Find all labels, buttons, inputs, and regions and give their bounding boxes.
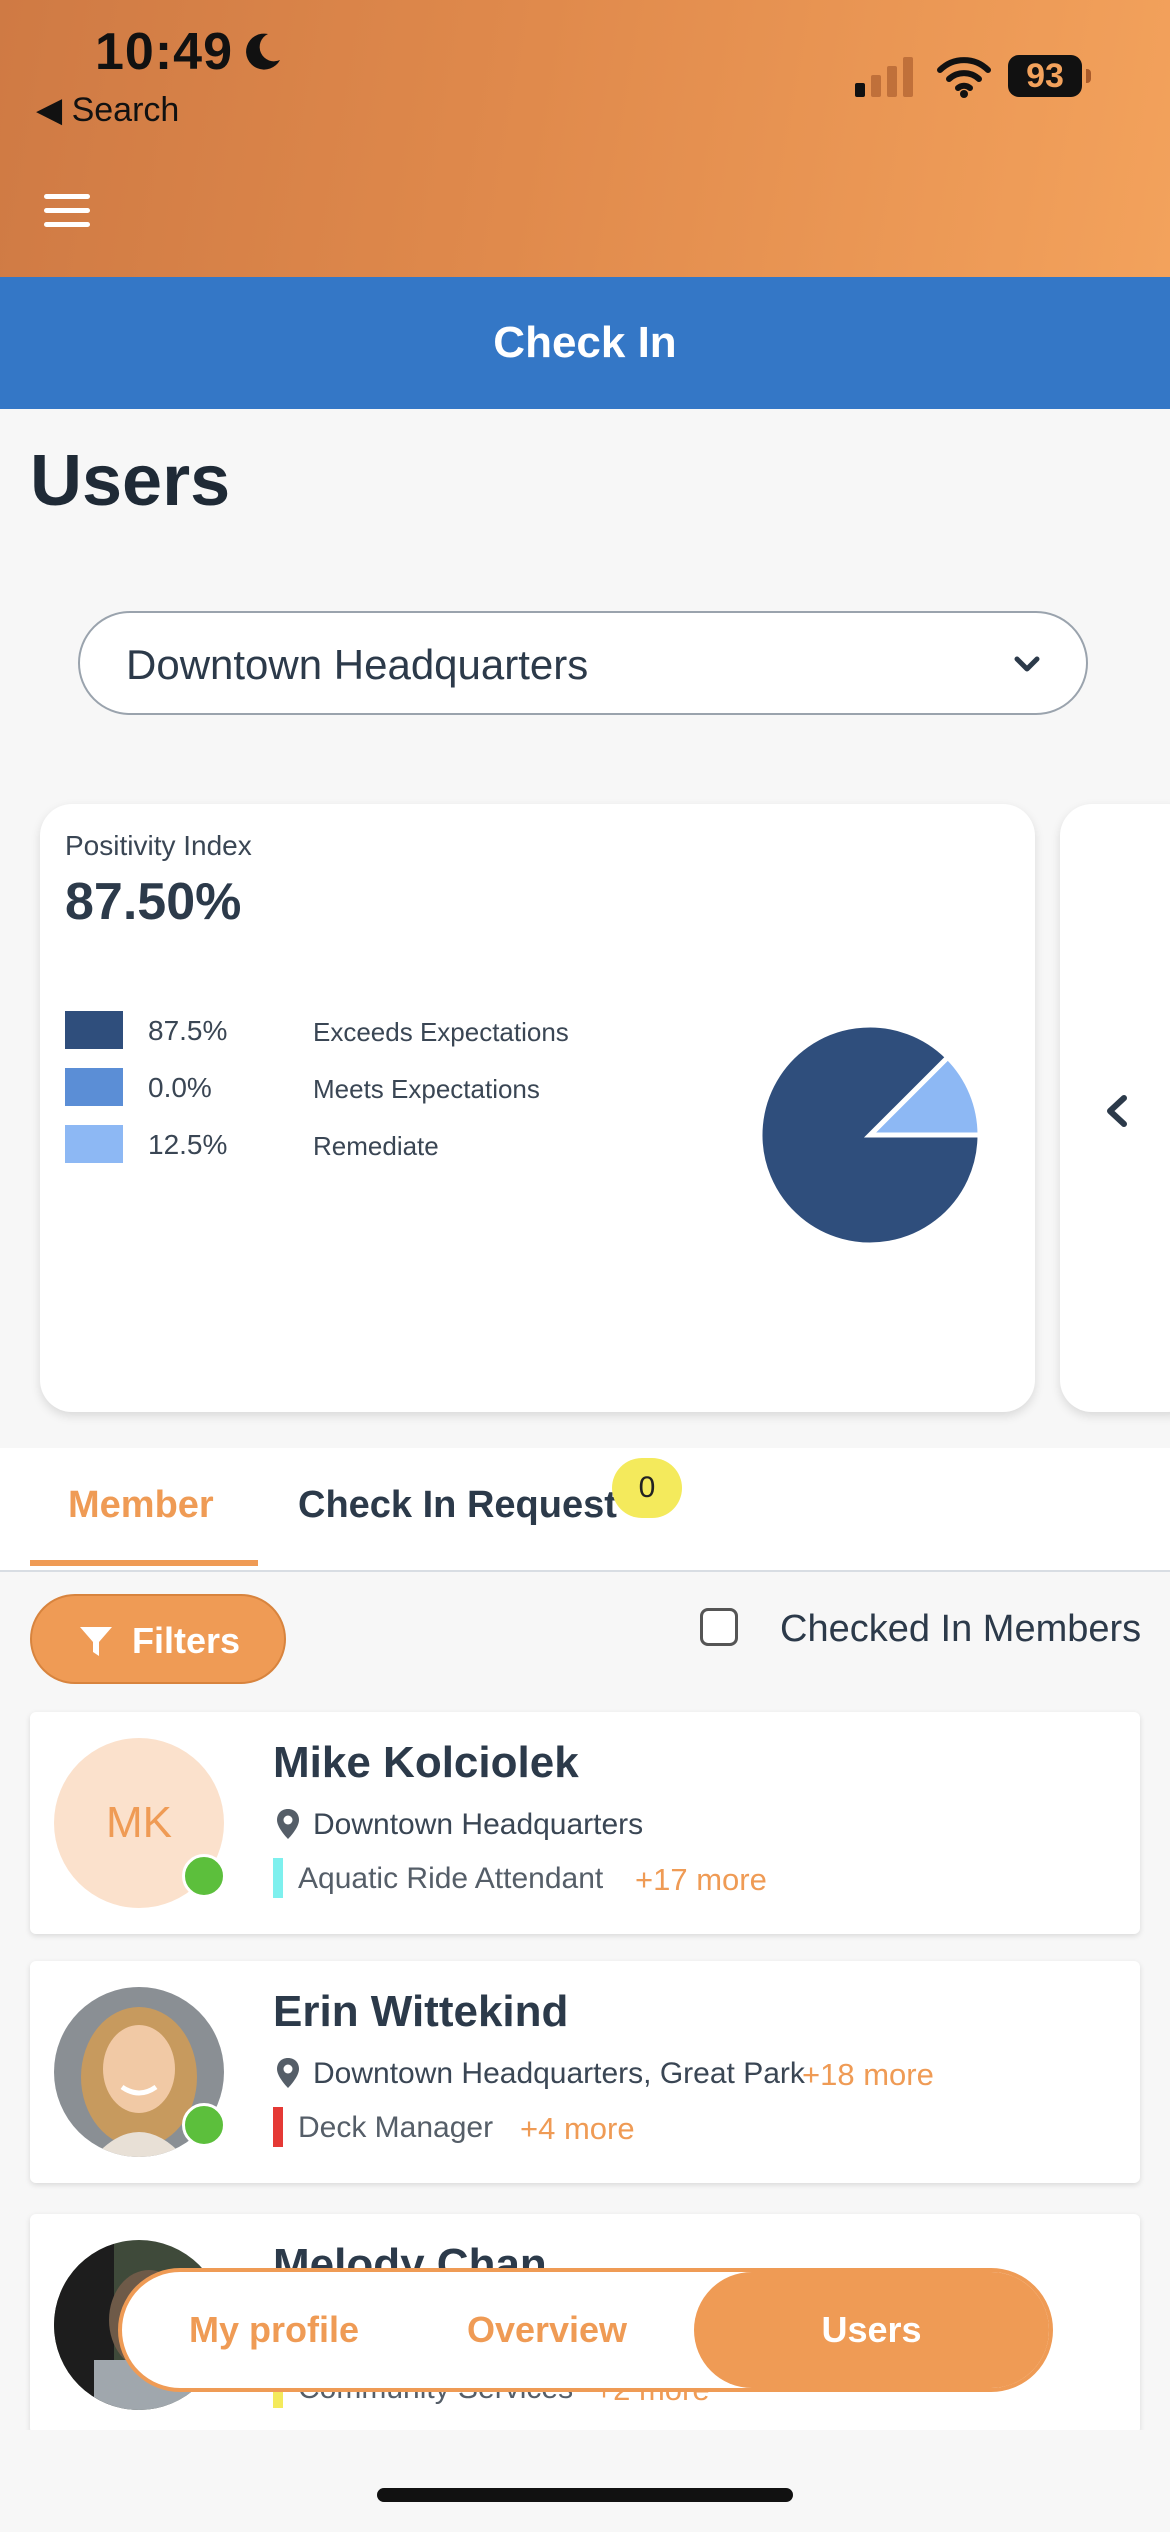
user-role: Aquatic Ride Attendant xyxy=(298,1862,604,1895)
role-more-link[interactable]: +4 more xyxy=(520,2111,635,2146)
legend-swatch xyxy=(65,1125,123,1163)
status-time: 10:49 xyxy=(95,23,233,81)
chevron-down-icon xyxy=(1014,656,1040,672)
location-select-value: Downtown Headquarters xyxy=(126,641,589,688)
legend-name: Meets Expectations xyxy=(313,1074,540,1104)
filters-button[interactable]: Filters xyxy=(30,1594,286,1684)
moon-icon xyxy=(246,33,280,70)
home-indicator xyxy=(377,2488,793,2502)
battery-nub xyxy=(1086,69,1091,83)
location-select[interactable]: Downtown Headquarters xyxy=(78,611,1088,715)
positivity-pie-chart xyxy=(757,1022,983,1248)
hamburger-menu-icon[interactable] xyxy=(44,194,90,227)
avatar-initials: MK xyxy=(106,1798,172,1847)
legend-item: 12.5% Remediate xyxy=(65,1125,665,1165)
user-card[interactable]: MK Mike Kolciolek Downtown Headquarters … xyxy=(30,1712,1140,1934)
legend-swatch xyxy=(65,1011,123,1049)
wifi-icon xyxy=(937,57,991,98)
user-location: Downtown Headquarters, Great Park xyxy=(313,2057,805,2090)
section-title-bar: Check In xyxy=(0,277,1170,409)
location-pin-icon xyxy=(277,1809,299,1839)
pie-slice-exceeds-expectations xyxy=(757,1022,983,1248)
role-more-link[interactable]: +17 more xyxy=(635,1862,767,1897)
nav-users[interactable]: Users xyxy=(694,2272,1049,2388)
tab-check-in-request[interactable]: Check In Request xyxy=(298,1484,617,1526)
back-to-search-link[interactable]: ◀ Search xyxy=(36,91,180,129)
tab-bar xyxy=(0,1448,1170,1572)
user-location: Downtown Headquarters xyxy=(313,1808,644,1841)
filters-label: Filters xyxy=(132,1620,241,1661)
app-header xyxy=(0,0,1170,277)
tab-member[interactable]: Member xyxy=(68,1484,214,1526)
bottom-safe-area xyxy=(0,2430,1170,2532)
filter-icon xyxy=(80,1627,112,1656)
nav-overview[interactable]: Overview xyxy=(466,2309,628,2350)
user-name: Erin Wittekind xyxy=(273,1987,569,2036)
location-more-link[interactable]: +18 more xyxy=(802,2057,934,2092)
legend-name: Exceeds Expectations xyxy=(313,1017,569,1047)
pie-slice-remediate xyxy=(863,1053,983,1138)
legend-swatch xyxy=(65,1068,123,1106)
user-card[interactable]: Erin Wittekind Downtown Headquarters, Gr… xyxy=(30,1961,1140,2183)
positivity-value: 87.50% xyxy=(65,873,242,931)
legend-percent: 12.5% xyxy=(148,1129,228,1160)
request-count-badge: 0 xyxy=(612,1458,682,1518)
online-status-dot xyxy=(182,2103,226,2147)
role-color-bar xyxy=(273,1858,283,1898)
user-name: Mike Kolciolek xyxy=(273,1738,579,1787)
legend-name: Remediate xyxy=(313,1131,439,1161)
chevron-left-icon[interactable] xyxy=(1102,1094,1132,1128)
user-role: Deck Manager xyxy=(298,2111,494,2144)
positivity-label: Positivity Index xyxy=(65,830,252,861)
legend-item: 87.5% Exceeds Expectations xyxy=(65,1011,665,1051)
legend-percent: 0.0% xyxy=(148,1072,212,1103)
legend-item: 0.0% Meets Expectations xyxy=(65,1068,665,1108)
role-color-bar xyxy=(273,2107,283,2147)
nav-my-profile[interactable]: My profile xyxy=(188,2309,359,2350)
battery-indicator: 93 xyxy=(1008,55,1082,97)
checked-in-members-checkbox[interactable] xyxy=(700,1608,738,1646)
legend-percent: 87.5% xyxy=(148,1015,228,1046)
cellular-signal-icon xyxy=(855,57,913,97)
page-title: Users xyxy=(30,441,231,521)
online-status-dot xyxy=(182,1854,226,1898)
active-tab-indicator xyxy=(30,1560,258,1566)
checked-in-members-label[interactable]: Checked In Members xyxy=(780,1608,1142,1650)
bottom-nav: My profile Overview Users xyxy=(118,2268,1053,2392)
location-pin-icon xyxy=(277,2058,299,2088)
next-card[interactable] xyxy=(1060,804,1170,1412)
